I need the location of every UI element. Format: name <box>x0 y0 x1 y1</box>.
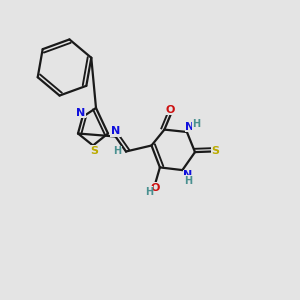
Text: N: N <box>185 122 194 132</box>
Text: N: N <box>111 126 120 136</box>
Text: H: H <box>145 187 153 197</box>
Text: N: N <box>76 107 85 118</box>
Text: O: O <box>150 183 160 193</box>
Text: H: H <box>184 176 192 186</box>
Text: S: S <box>90 146 98 156</box>
Text: H: H <box>113 146 121 157</box>
Text: N: N <box>183 170 192 181</box>
Text: O: O <box>166 105 175 115</box>
Text: S: S <box>212 146 219 157</box>
Text: H: H <box>192 119 201 130</box>
